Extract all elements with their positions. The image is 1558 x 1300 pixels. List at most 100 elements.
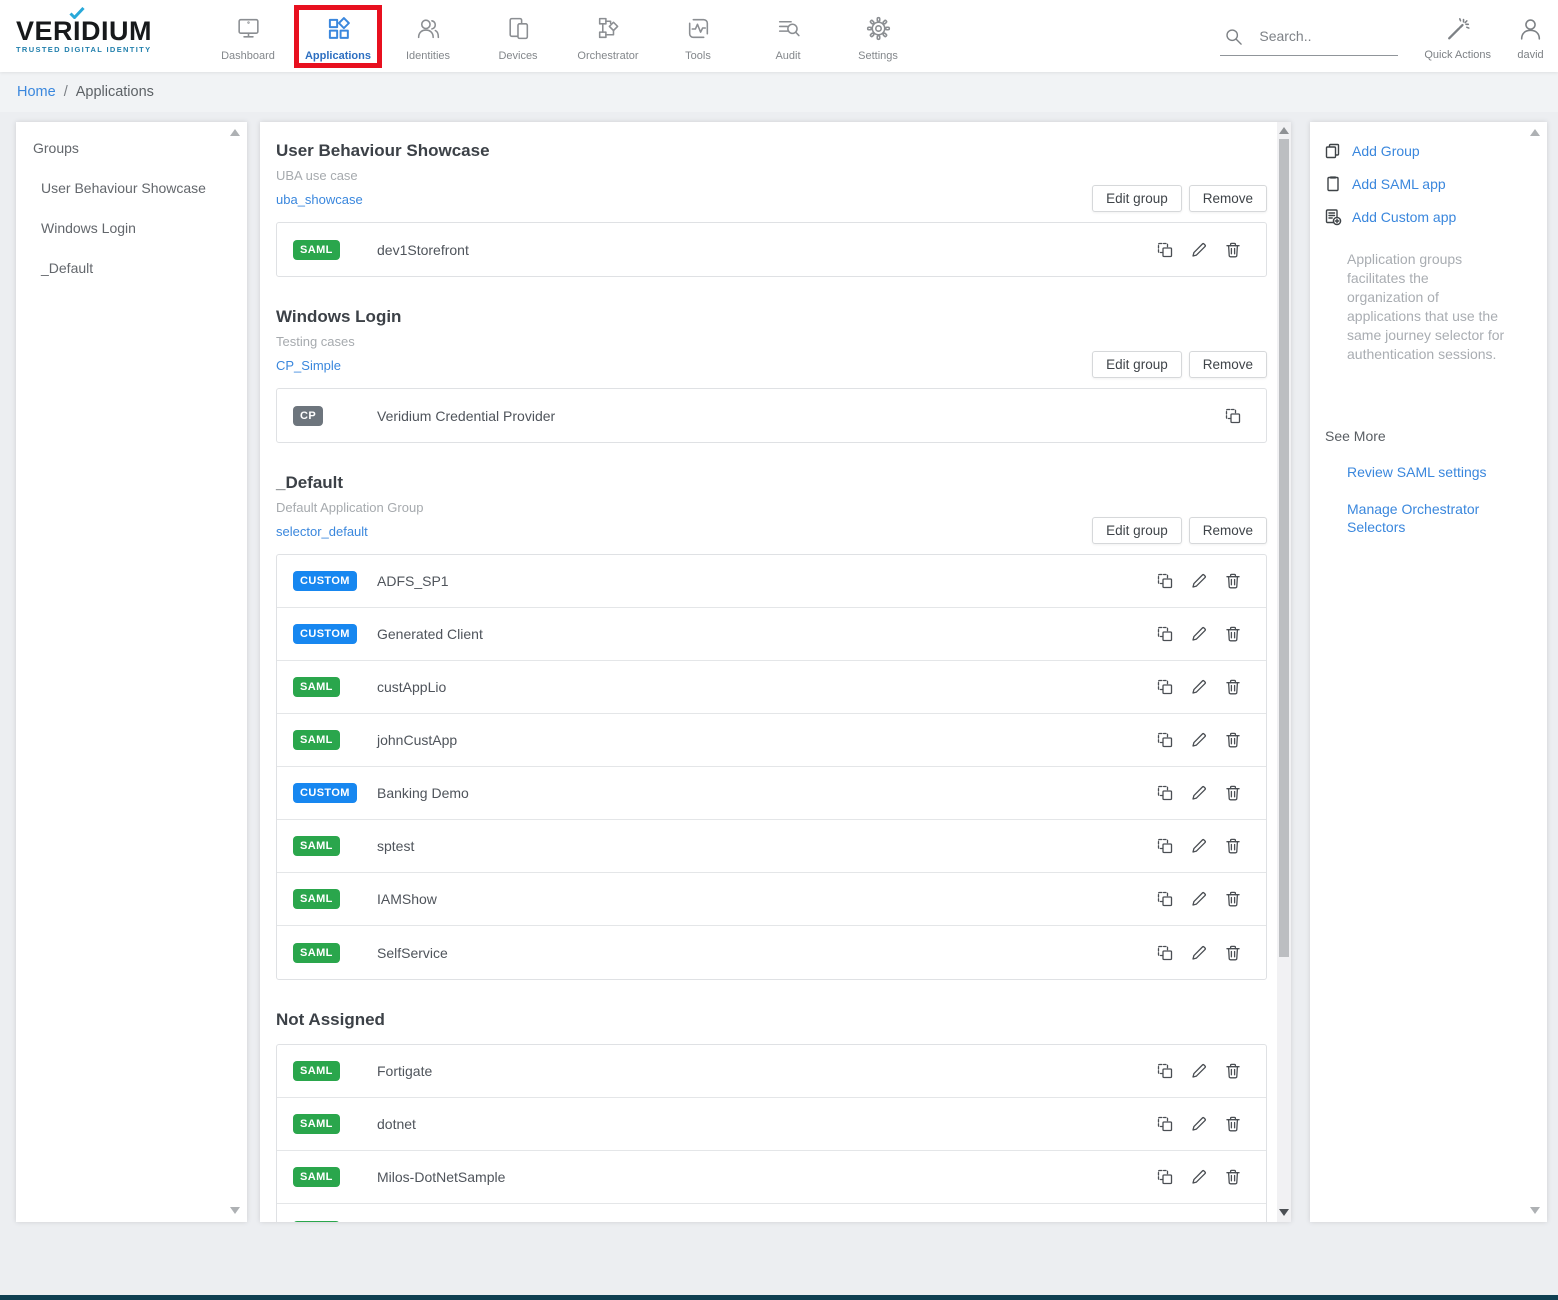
group-selector-link[interactable]: CP_Simple xyxy=(276,358,342,373)
app-name: Veridium Credential Provider xyxy=(377,407,556,424)
nav-item-orchestrator[interactable]: Orchestrator xyxy=(570,11,646,62)
nav-item-dashboard[interactable]: Dashboard xyxy=(210,11,286,62)
move-app-icon[interactable] xyxy=(1224,407,1242,425)
delete-app-icon[interactable] xyxy=(1224,944,1242,962)
edit-app-icon[interactable] xyxy=(1190,1115,1208,1133)
app-row: SAML Fortigate xyxy=(277,1045,1266,1098)
delete-app-icon[interactable] xyxy=(1224,784,1242,802)
app-type-badge: SAML xyxy=(293,1220,340,1222)
add-saml-app-link[interactable]: Add SAML app xyxy=(1324,175,1547,193)
edit-app-icon[interactable] xyxy=(1190,678,1208,696)
nav-item-identities[interactable]: Identities xyxy=(390,11,466,62)
edit-app-icon[interactable] xyxy=(1190,731,1208,749)
app-list: CP Veridium Credential Provider xyxy=(276,388,1267,443)
app-name: ADFS_SP1 xyxy=(377,573,449,589)
delete-app-icon[interactable] xyxy=(1224,625,1242,643)
move-app-icon[interactable] xyxy=(1156,837,1174,855)
delete-app-icon[interactable] xyxy=(1224,890,1242,908)
remove-group-button[interactable]: Remove xyxy=(1188,185,1267,212)
sidebar-item-windows-login[interactable]: Windows Login xyxy=(41,220,136,236)
nav-item-audit[interactable]: Audit xyxy=(750,11,826,62)
move-app-icon[interactable] xyxy=(1156,1115,1174,1133)
delete-app-icon[interactable] xyxy=(1224,731,1242,749)
add-custom-app-link[interactable]: Add Custom app xyxy=(1324,208,1547,226)
edit-app-icon[interactable] xyxy=(1190,241,1208,259)
edit-app-icon[interactable] xyxy=(1190,944,1208,962)
move-app-icon[interactable] xyxy=(1156,1222,1174,1223)
manage-orchestrator-selectors-link[interactable]: Manage Orchestrator Selectors xyxy=(1347,501,1480,535)
topbar-right: Quick Actions david xyxy=(1220,12,1544,61)
app-row: SAML IAMShow xyxy=(277,873,1266,926)
move-app-icon[interactable] xyxy=(1156,572,1174,590)
search-box[interactable] xyxy=(1220,27,1399,56)
review-saml-settings-link[interactable]: Review SAML settings xyxy=(1347,464,1487,480)
edit-app-icon[interactable] xyxy=(1190,1222,1208,1223)
brand-logo[interactable]: VERI DIUM TRUSTED DIGITAL IDENTITY xyxy=(16,7,176,54)
delete-app-icon[interactable] xyxy=(1224,572,1242,590)
badge-wrap: CUSTOM xyxy=(293,624,377,644)
move-app-icon[interactable] xyxy=(1156,731,1174,749)
move-app-icon[interactable] xyxy=(1156,944,1174,962)
edit-app-icon[interactable] xyxy=(1190,890,1208,908)
magic-wand-icon xyxy=(1448,17,1470,39)
group-selector-link[interactable]: selector_default xyxy=(276,524,368,539)
edit-group-button[interactable]: Edit group xyxy=(1092,517,1182,544)
nav-item-tools[interactable]: Tools xyxy=(660,11,736,62)
app-row: SAML johnCustApp xyxy=(277,714,1266,767)
nav-item-label: Applications xyxy=(304,49,371,62)
delete-app-icon[interactable] xyxy=(1224,1115,1242,1133)
move-app-icon[interactable] xyxy=(1156,678,1174,696)
move-app-icon[interactable] xyxy=(1156,890,1174,908)
delete-app-icon[interactable] xyxy=(1224,1168,1242,1186)
sidebar-item-default[interactable]: _Default xyxy=(41,260,94,276)
move-app-icon[interactable] xyxy=(1156,241,1174,259)
user-menu[interactable]: david xyxy=(1517,12,1544,61)
scrollbar-thumb[interactable] xyxy=(1279,139,1289,957)
scroll-up-icon[interactable] xyxy=(230,129,240,136)
badge-wrap: SAML xyxy=(293,1220,377,1222)
group-selector-link[interactable]: uba_showcase xyxy=(276,192,363,207)
breadcrumb-home-link[interactable]: Home xyxy=(17,84,56,100)
nav-item-settings[interactable]: Settings xyxy=(840,11,916,62)
edit-app-icon[interactable] xyxy=(1190,1062,1208,1080)
nav-item-devices[interactable]: Devices xyxy=(480,11,556,62)
settings-icon xyxy=(864,15,892,43)
app-type-badge: SAML xyxy=(293,1167,340,1187)
sidebar-item-user-behaviour-showcase[interactable]: User Behaviour Showcase xyxy=(41,180,206,196)
move-app-icon[interactable] xyxy=(1156,1062,1174,1080)
scroll-up-icon[interactable] xyxy=(1279,127,1289,134)
scroll-down-icon[interactable] xyxy=(1530,1207,1540,1214)
edit-app-icon[interactable] xyxy=(1190,1168,1208,1186)
quick-actions-label: Quick Actions xyxy=(1424,48,1491,61)
move-app-icon[interactable] xyxy=(1156,625,1174,643)
application-groups-description: Application groups facilitates the organ… xyxy=(1347,251,1505,362)
scroll-up-icon[interactable] xyxy=(1530,129,1540,136)
app-row: SAML SelfService xyxy=(277,926,1266,979)
badge-wrap: SAML xyxy=(293,942,377,963)
quick-actions-button[interactable]: Quick Actions xyxy=(1424,12,1491,61)
scroll-down-icon[interactable] xyxy=(230,1207,240,1214)
edit-app-icon[interactable] xyxy=(1190,784,1208,802)
edit-group-button[interactable]: Edit group xyxy=(1092,351,1182,378)
delete-app-icon[interactable] xyxy=(1224,241,1242,259)
delete-app-icon[interactable] xyxy=(1224,837,1242,855)
edit-app-icon[interactable] xyxy=(1190,572,1208,590)
add-group-link[interactable]: Add Group xyxy=(1324,142,1547,160)
applications-main-panel: User Behaviour Showcase UBA use case uba… xyxy=(260,122,1291,1222)
nav-item-applications[interactable]: Applications xyxy=(294,4,382,68)
remove-group-button[interactable]: Remove xyxy=(1188,517,1267,544)
delete-app-icon[interactable] xyxy=(1224,678,1242,696)
app-row-actions xyxy=(1156,890,1242,908)
remove-group-button[interactable]: Remove xyxy=(1188,351,1267,378)
edit-app-icon[interactable] xyxy=(1190,625,1208,643)
move-app-icon[interactable] xyxy=(1156,784,1174,802)
move-app-icon[interactable] xyxy=(1156,1168,1174,1186)
edit-app-icon[interactable] xyxy=(1190,837,1208,855)
edit-group-button[interactable]: Edit group xyxy=(1092,185,1182,212)
search-input[interactable] xyxy=(1259,28,1380,44)
scroll-down-icon[interactable] xyxy=(1279,1209,1289,1216)
delete-app-icon[interactable] xyxy=(1224,1062,1242,1080)
nav-item-label: Audit xyxy=(775,49,801,62)
delete-app-icon[interactable] xyxy=(1224,1222,1242,1223)
main-scrollbar[interactable] xyxy=(1277,122,1291,1222)
